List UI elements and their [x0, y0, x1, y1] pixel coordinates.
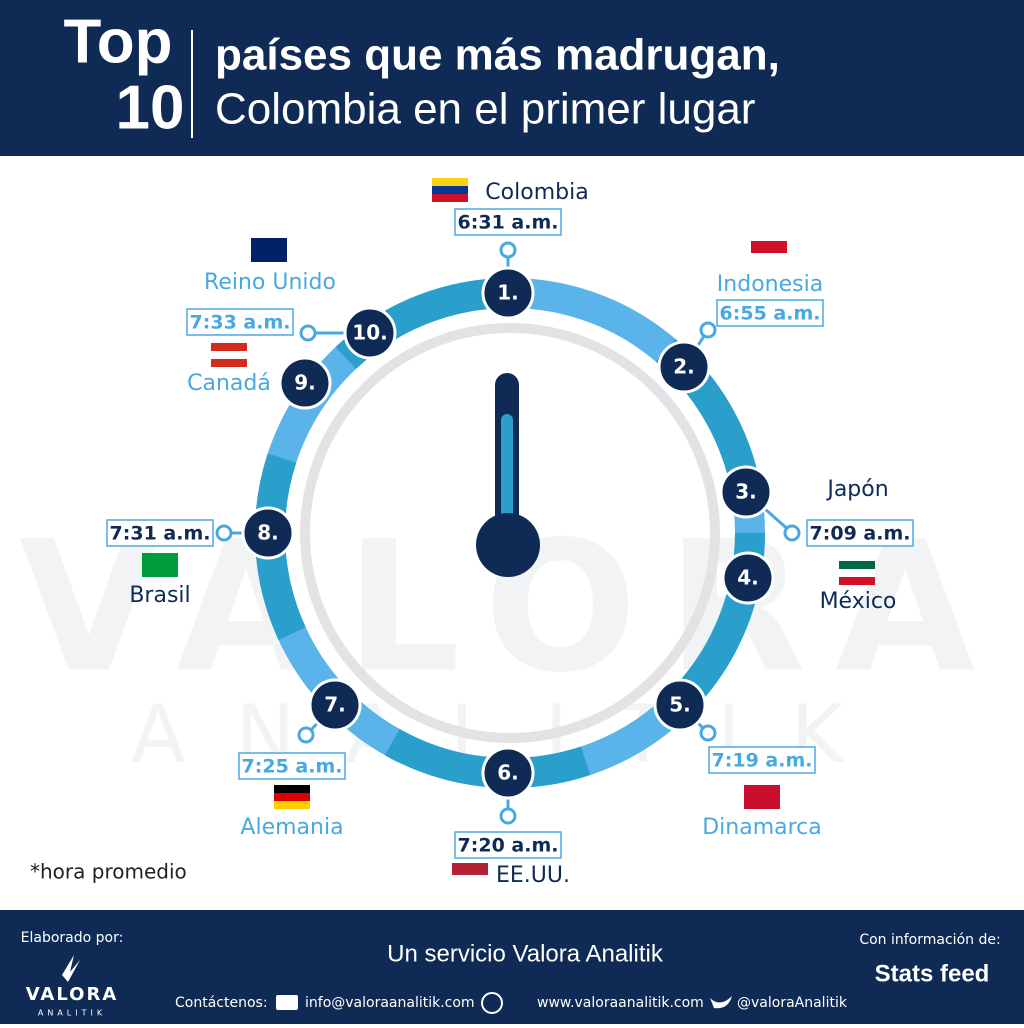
header-top: Top	[63, 7, 172, 76]
rank-badge	[657, 340, 711, 394]
footer-contact-label: Contáctenos:	[175, 995, 268, 1011]
footer-source: Stats feed	[875, 960, 990, 987]
connector-dot	[499, 241, 517, 259]
rank-label: 5.	[669, 693, 691, 717]
flag-stripe	[211, 359, 247, 367]
rank-label: 3.	[735, 480, 757, 504]
flag-stripe	[839, 569, 875, 577]
rank-label: 2.	[673, 355, 695, 379]
flag-stripe	[452, 875, 488, 887]
time-box	[806, 519, 914, 547]
country-name: Japón	[825, 477, 888, 502]
rank-badge	[343, 306, 397, 360]
rank-label: 9.	[294, 371, 316, 395]
twitter-icon	[710, 996, 732, 1009]
rank-badge	[481, 746, 535, 800]
header-bg	[0, 0, 1024, 156]
footer-made-by: Elaborado por:	[21, 930, 124, 946]
rank-badge	[241, 506, 295, 560]
rank-label: 4.	[737, 566, 759, 590]
connector-dot	[499, 807, 517, 825]
country-name: Indonesia	[717, 272, 823, 297]
note: *hora promedio	[30, 860, 187, 884]
rank-badge	[653, 678, 707, 732]
flag	[142, 553, 178, 577]
header-number: 10	[116, 73, 185, 142]
clock-inner-ring	[300, 323, 720, 743]
time-box	[716, 299, 824, 327]
email-icon	[276, 995, 298, 1010]
flag-stripe	[432, 194, 468, 202]
time-label: 7:19 a.m.	[712, 750, 813, 772]
flag-stripe	[751, 253, 787, 265]
time-label: 7:20 a.m.	[458, 835, 559, 857]
time-label: 7:31 a.m.	[110, 523, 211, 545]
flag-stripe	[211, 351, 247, 359]
connector-dot	[215, 524, 233, 542]
flag-stripe	[274, 801, 310, 809]
country-name: Alemania	[240, 815, 343, 840]
time-label: 7:25 a.m.	[242, 756, 343, 778]
time-label: 6:55 a.m.	[720, 303, 821, 325]
country-name: Dinamarca	[702, 815, 822, 840]
country-name: Brasil	[129, 583, 190, 608]
time-label: 7:09 a.m.	[810, 523, 911, 545]
flag	[842, 445, 878, 469]
footer-service: Un servicio Valora Analitik	[387, 940, 664, 967]
connector-dot	[783, 524, 801, 542]
rank-label: 8.	[257, 521, 279, 545]
time-box	[454, 831, 562, 859]
time-box	[238, 752, 346, 780]
connector-dot	[699, 724, 717, 742]
country-labels: 1. Colombia 6:31 a.m. 2. Indonesia 6:55 a.m. 3…	[106, 178, 914, 888]
time-label: 7:33 a.m.	[190, 312, 291, 334]
country-name: Reino Unido	[204, 270, 336, 295]
rank-badge	[719, 465, 773, 519]
rank-badge	[481, 266, 535, 320]
time-box	[186, 308, 294, 336]
time-box	[106, 519, 214, 547]
rank-label: 10.	[352, 321, 387, 345]
time-box	[708, 746, 816, 774]
footer-source-label: Con información de:	[859, 932, 1000, 948]
footer-logo: VALORA	[26, 984, 119, 1005]
flag-stripe	[274, 793, 310, 801]
connector-dot	[699, 321, 717, 339]
time-box	[454, 208, 562, 236]
footer-email: info@valoraanalitik.com	[305, 995, 475, 1011]
flag-stripe	[839, 577, 875, 585]
rank-label: 6.	[497, 761, 519, 785]
rank-badge	[308, 678, 362, 732]
flag	[251, 238, 287, 262]
footer-bg	[0, 910, 1024, 1024]
connector-dot	[297, 726, 315, 744]
rank-label: 1.	[497, 281, 519, 305]
footer-twitter: @valoraAnalitik	[737, 995, 848, 1011]
country-name: Colombia	[485, 180, 588, 205]
web-icon	[481, 992, 503, 1014]
country-name: Canadá	[187, 371, 271, 396]
flag-stripe	[432, 186, 468, 194]
footer-logo-sub: ANALITIK	[38, 1009, 106, 1018]
header-title-line1: países que más madrugan,	[215, 31, 780, 80]
connector-dot	[299, 324, 317, 342]
rank-label: 7.	[324, 693, 346, 717]
header-title-line2: Colombia en el primer lugar	[215, 85, 755, 134]
clock-center	[476, 513, 540, 577]
country-name: EE.UU.	[496, 863, 570, 888]
rank-badge	[721, 551, 775, 605]
time-label: 6:31 a.m.	[458, 212, 559, 234]
footer-web: www.valoraanalitik.com	[537, 995, 704, 1011]
country-name: México	[820, 589, 897, 614]
rank-badge	[278, 356, 332, 410]
flag	[744, 785, 780, 809]
logo-icon	[62, 955, 80, 982]
